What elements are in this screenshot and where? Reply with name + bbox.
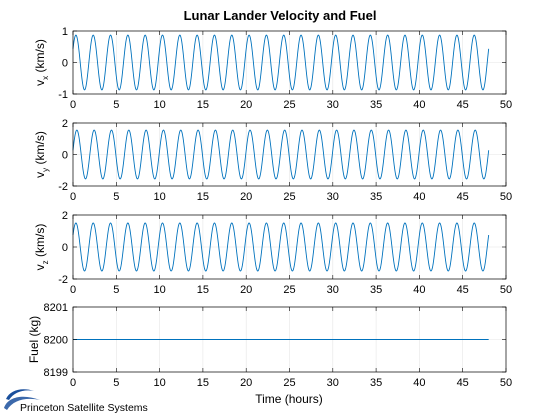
x-tick-label: 25 xyxy=(283,284,295,296)
y-tick-label: 2 xyxy=(62,118,68,130)
y-tick-label: 8201 xyxy=(44,302,68,314)
x-tick-label: 10 xyxy=(153,99,165,111)
x-tick-label: 5 xyxy=(113,99,119,111)
x-tick-label: 50 xyxy=(500,99,512,111)
y-axis-label: vy (km/s) xyxy=(33,131,50,178)
y-tick-label: 0 xyxy=(62,58,68,70)
x-tick-label: 45 xyxy=(457,377,469,389)
x-tick-label: 25 xyxy=(283,377,295,389)
swoosh-logo-icon xyxy=(4,389,40,410)
y-axis-label: Fuel (kg) xyxy=(27,316,41,363)
x-tick-label: 5 xyxy=(113,284,119,296)
x-tick-label: 35 xyxy=(370,191,382,203)
y-tick-label: -1 xyxy=(58,89,68,101)
series-line-1 xyxy=(72,34,490,91)
x-tick-label: 15 xyxy=(197,377,209,389)
x-tick-label: 0 xyxy=(70,191,76,203)
company-name: Princeton Satellite Systems xyxy=(20,402,148,414)
x-tick-label: 10 xyxy=(153,377,165,389)
y-axis-label: vx (km/s) xyxy=(33,39,50,86)
x-tick-label: 5 xyxy=(113,191,119,203)
series-line-1 xyxy=(72,222,490,272)
y-axis-label: vz (km/s) xyxy=(33,224,50,271)
x-tick-label: 50 xyxy=(500,191,512,203)
x-tick-label: 35 xyxy=(370,284,382,296)
x-tick-label: 20 xyxy=(240,377,252,389)
y-tick-label: -2 xyxy=(58,181,68,193)
y-tick-label: 0 xyxy=(62,242,68,254)
x-tick-label: 10 xyxy=(153,191,165,203)
x-tick-label: 0 xyxy=(70,377,76,389)
y-tick-label: 8199 xyxy=(44,367,68,379)
swoosh-arc-bottom xyxy=(4,396,40,410)
x-tick-label: 45 xyxy=(457,284,469,296)
x-tick-label: 30 xyxy=(327,284,339,296)
x-tick-label: 45 xyxy=(457,191,469,203)
x-tick-label: 15 xyxy=(197,191,209,203)
x-axis-label: Time (hours) xyxy=(255,392,323,406)
x-tick-label: 35 xyxy=(370,377,382,389)
x-tick-label: 40 xyxy=(413,99,425,111)
x-tick-label: 50 xyxy=(500,377,512,389)
x-tick-label: 0 xyxy=(70,284,76,296)
series-line-1 xyxy=(72,129,490,180)
x-tick-label: 25 xyxy=(283,99,295,111)
x-tick-label: 40 xyxy=(413,284,425,296)
x-tick-label: 45 xyxy=(457,99,469,111)
y-tick-label: -2 xyxy=(58,274,68,286)
x-tick-label: 0 xyxy=(70,99,76,111)
x-tick-label: 5 xyxy=(113,377,119,389)
x-tick-label: 10 xyxy=(153,284,165,296)
company-logo: Princeton Satellite Systems xyxy=(4,389,148,414)
x-tick-label: 15 xyxy=(197,284,209,296)
x-tick-label: 40 xyxy=(413,191,425,203)
x-tick-label: 20 xyxy=(240,191,252,203)
y-tick-label: 0 xyxy=(62,150,68,162)
x-tick-label: 20 xyxy=(240,99,252,111)
x-tick-label: 30 xyxy=(327,99,339,111)
y-tick-label: 1 xyxy=(62,26,68,38)
x-tick-label: 30 xyxy=(327,191,339,203)
x-tick-label: 50 xyxy=(500,284,512,296)
x-tick-label: 15 xyxy=(197,99,209,111)
y-tick-label: 2 xyxy=(62,210,68,222)
swoosh-arc-top xyxy=(6,389,34,400)
x-tick-label: 30 xyxy=(327,377,339,389)
x-tick-label: 25 xyxy=(283,191,295,203)
y-tick-label: 8200 xyxy=(44,335,68,347)
x-tick-label: 40 xyxy=(413,377,425,389)
figure-title: Lunar Lander Velocity and Fuel xyxy=(184,8,377,23)
x-tick-label: 20 xyxy=(240,284,252,296)
x-tick-label: 35 xyxy=(370,99,382,111)
